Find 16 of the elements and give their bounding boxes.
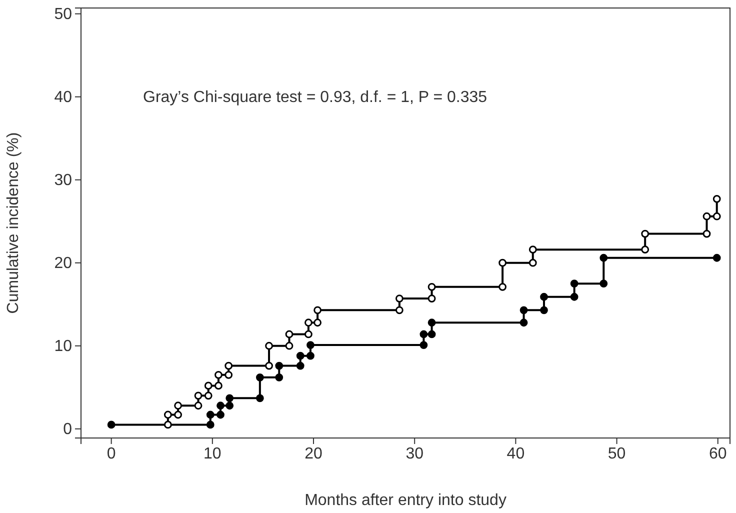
annotation: Gray’s Chi-square test = 0.93, d.f. = 1, P = 0.335 bbox=[143, 89, 488, 106]
x-axis-title: Months after entry into study bbox=[304, 492, 506, 509]
y-tick-label: 30 bbox=[54, 172, 72, 189]
y-tick-label: 10 bbox=[54, 338, 72, 355]
y-tick-label: 50 bbox=[54, 6, 72, 23]
y-axis-title: Cumulative incidence (%) bbox=[5, 132, 22, 314]
x-tick-label: 50 bbox=[608, 445, 626, 462]
x-tick-label: 20 bbox=[304, 445, 323, 462]
x-tick-label: 0 bbox=[106, 445, 116, 462]
y-tick-label: 0 bbox=[63, 420, 72, 438]
x-tick-label: 40 bbox=[506, 445, 525, 462]
y-tick-label: 40 bbox=[54, 88, 72, 106]
x-tick-label: 60 bbox=[708, 445, 727, 462]
y-tick-label: 20 bbox=[54, 254, 72, 272]
x-tick-label: 10 bbox=[204, 445, 222, 462]
x-tick-label: 30 bbox=[406, 445, 424, 462]
